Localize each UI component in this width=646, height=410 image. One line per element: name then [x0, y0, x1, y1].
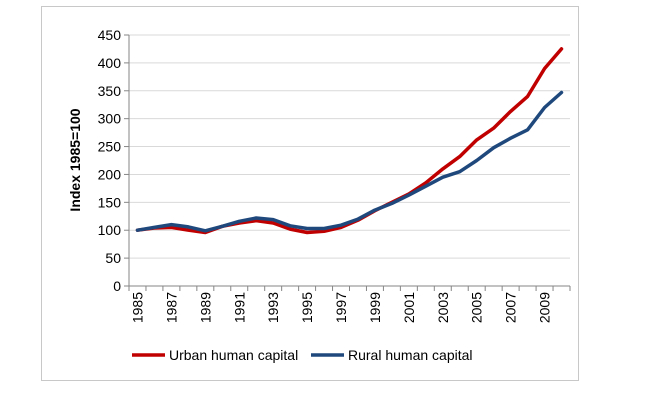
x-tick-label-2001: 2001 [401, 292, 417, 323]
y-tick-label-150: 150 [98, 194, 122, 210]
y-tick-label-350: 350 [98, 83, 122, 99]
y-axis-title: Index 1985=100 [67, 108, 83, 211]
y-tick-label-50: 50 [105, 250, 121, 266]
y-tick-label-400: 400 [98, 55, 122, 71]
legend-label-urban: Urban human capital [169, 347, 298, 363]
y-tick-label-450: 450 [98, 27, 122, 43]
x-tick-label-2003: 2003 [435, 292, 451, 323]
y-tick-label-0: 0 [113, 278, 121, 294]
x-tick-label-2009: 2009 [537, 292, 553, 323]
axes [124, 34, 571, 291]
x-tick-label-1993: 1993 [265, 292, 281, 323]
gridlines [129, 34, 570, 287]
x-tick-label-1985: 1985 [129, 292, 145, 323]
x-tick-label-2005: 2005 [469, 292, 485, 323]
x-tick-label-1995: 1995 [299, 292, 315, 323]
legend: Urban human capital Rural human capital [132, 347, 473, 363]
x-tick-label-1987: 1987 [163, 292, 179, 323]
x-tick-label-1999: 1999 [367, 292, 383, 323]
chart-frame [41, 6, 579, 381]
x-tick-label-1991: 1991 [231, 292, 247, 323]
x-tick-label-1989: 1989 [197, 292, 213, 323]
y-tick-label-250: 250 [98, 139, 122, 155]
y-tick-label-100: 100 [98, 222, 122, 238]
y-tick-label-200: 200 [98, 166, 122, 182]
tick-labels: 0 50 100 150 200 250 300 350 400 450 1985 1987 1989 1… [98, 27, 553, 323]
legend-label-rural: Rural human capital [348, 347, 473, 363]
series-line-rural [135, 90, 564, 233]
x-tick-label-1997: 1997 [333, 292, 349, 323]
x-tick-label-2007: 2007 [503, 292, 519, 323]
y-tick-label-300: 300 [98, 111, 122, 127]
series-lines [135, 47, 564, 235]
series-line-urban [135, 47, 564, 235]
